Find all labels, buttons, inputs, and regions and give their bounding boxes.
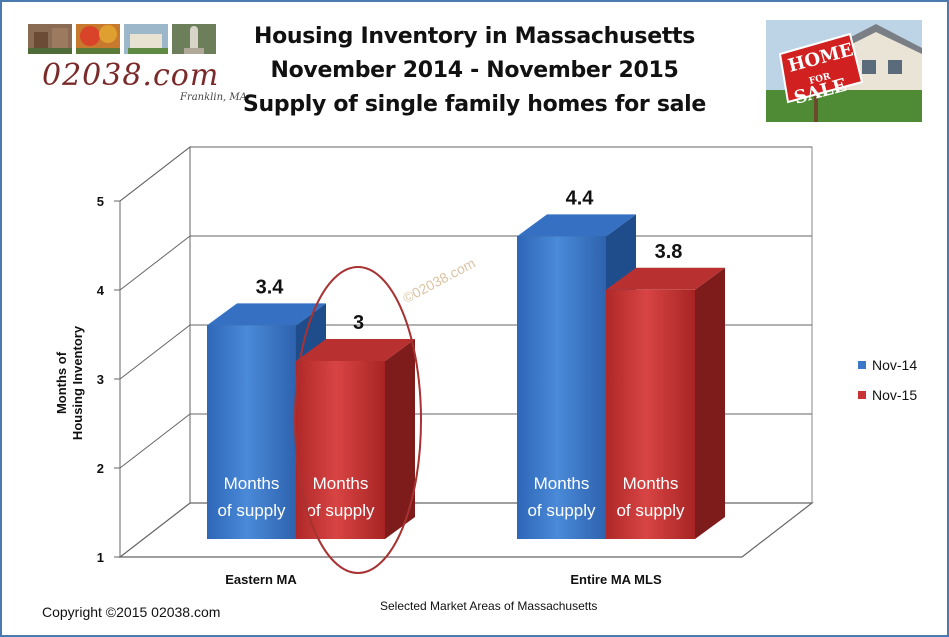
labels-layer: 1 2 3 4 5 Months of supply 3.4 Months of supply 3 E… [97, 187, 685, 587]
y-tick-label-2: 2 [97, 461, 104, 476]
bar-eastern-ma-nov-15 [296, 361, 385, 539]
home-for-sale-photo: HOME FOR SALE [766, 20, 922, 122]
y-axis-label-line-1: Months of [54, 351, 69, 415]
building-photo-icon [124, 24, 168, 54]
legend-item-nov-15: Nov-15 [858, 385, 917, 405]
bar-entire-ma-mls-nov-14 [517, 236, 606, 539]
bar-side-entire-ma-mls-nov-15 [695, 267, 725, 539]
bar-text-eastern-ma-nov-15-1: of supply [306, 501, 375, 520]
site-logo: 02038.com Franklin, MA [22, 20, 272, 110]
bar-top-eastern-ma-nov-14 [207, 303, 326, 326]
bar-top-eastern-ma-nov-15 [296, 339, 415, 361]
legend-label-nov-14: Nov-14 [872, 357, 918, 373]
y-axis-label: Months of Housing Inventory [54, 326, 86, 440]
bar-text-entire-ma-mls-nov-15-1: of supply [616, 501, 685, 520]
legend-item-nov-14: Nov-14 [858, 355, 917, 375]
x-axis-label: Selected Market Areas of Massachusetts [380, 599, 598, 613]
bar-side-eastern-ma-nov-15 [385, 339, 415, 539]
data-label-entire-ma-mls-nov-14: 4.4 [566, 187, 595, 209]
y-tick-label-1: 1 [97, 550, 104, 565]
legend-label-nov-15: Nov-15 [872, 387, 918, 403]
bar-text-entire-ma-mls-nov-14-0: Months [534, 474, 590, 493]
y-tick-label-5: 5 [97, 194, 104, 209]
legend-swatch-nov-15 [858, 391, 866, 399]
statue-photo-icon [172, 24, 216, 54]
chart-title-line-2: November 2014 - November 2015 [270, 58, 679, 83]
bar-text-entire-ma-mls-nov-14-1: of supply [527, 501, 596, 520]
bars-layer [207, 214, 725, 539]
data-label-eastern-ma-nov-14: 3.4 [256, 276, 285, 298]
highlight-circle [294, 266, 422, 574]
legend-swatch-nov-14 [858, 361, 866, 369]
category-label-entire-ma-mls: Entire MA MLS [570, 572, 662, 587]
logo-tagline: Franklin, MA [180, 92, 247, 103]
y-axis-label-line-2: Housing Inventory [70, 325, 85, 441]
bar-text-eastern-ma-nov-14-0: Months [224, 474, 280, 493]
bar-top-entire-ma-mls-nov-14 [517, 214, 636, 237]
category-label-eastern-ma: Eastern MA [225, 572, 297, 587]
bar-text-eastern-ma-nov-14-1: of supply [217, 501, 286, 520]
y-tick-label-4: 4 [97, 283, 105, 298]
y-tick-label-3: 3 [97, 372, 104, 387]
data-label-entire-ma-mls-nov-15: 3.8 [655, 241, 683, 263]
bar-text-eastern-ma-nov-15-0: Months [313, 474, 369, 493]
copyright-text: Copyright ©2015 02038.com [42, 604, 221, 620]
gridline-5 [119, 146, 812, 202]
bar-entire-ma-mls-nov-15 [606, 289, 695, 539]
data-label-eastern-ma-nov-15: 3 [353, 312, 364, 334]
chart-title-line-3: Supply of single family homes for sale [242, 92, 707, 117]
autumn-tree-photo-icon [76, 24, 120, 54]
bar-top-entire-ma-mls-nov-15 [606, 267, 725, 290]
bar-text-entire-ma-mls-nov-15-0: Months [623, 474, 679, 493]
chart-title-line-1: Housing Inventory in Massachusetts [253, 24, 696, 49]
logo-text: 02038.com [42, 58, 220, 93]
house-photo-icon [28, 24, 72, 54]
bar-eastern-ma-nov-14 [207, 325, 296, 539]
legend: Nov-14 Nov-15 [858, 355, 917, 415]
